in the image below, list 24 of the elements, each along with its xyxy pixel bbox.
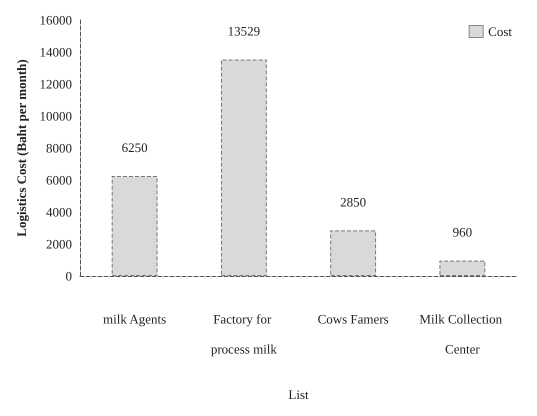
y-tick-label: 0 [66, 268, 72, 284]
y-axis-title: Logistics Cost (Baht per month) [14, 59, 29, 237]
y-tick-label: 14000 [40, 44, 72, 60]
x-axis-title: List [288, 387, 309, 402]
data-label: 960 [452, 224, 472, 240]
x-tick-label: Milk Collection Center [419, 312, 506, 356]
y-tick-label: 6000 [46, 172, 72, 188]
data-label: 6250 [122, 140, 148, 155]
data-label: 2850 [340, 194, 366, 210]
y-tick-label: 8000 [46, 140, 72, 156]
y-tick-label: 10000 [40, 108, 72, 124]
x-tick-label: Cows Famers [318, 312, 389, 326]
bar [330, 230, 376, 276]
data-label: 13529 [228, 24, 260, 39]
y-tick-label: 4000 [46, 204, 72, 220]
y-tick-label: 16000 [40, 12, 72, 28]
x-tick-label: milk Agents [103, 312, 166, 326]
y-tick-label: 12000 [40, 76, 72, 92]
y-tick-label: 2000 [46, 236, 72, 252]
x-tick-label: Factory for process milk [210, 312, 278, 356]
bar [220, 60, 267, 276]
legend-label: Cost [488, 24, 512, 39]
bar [439, 260, 486, 276]
bar [112, 176, 158, 276]
